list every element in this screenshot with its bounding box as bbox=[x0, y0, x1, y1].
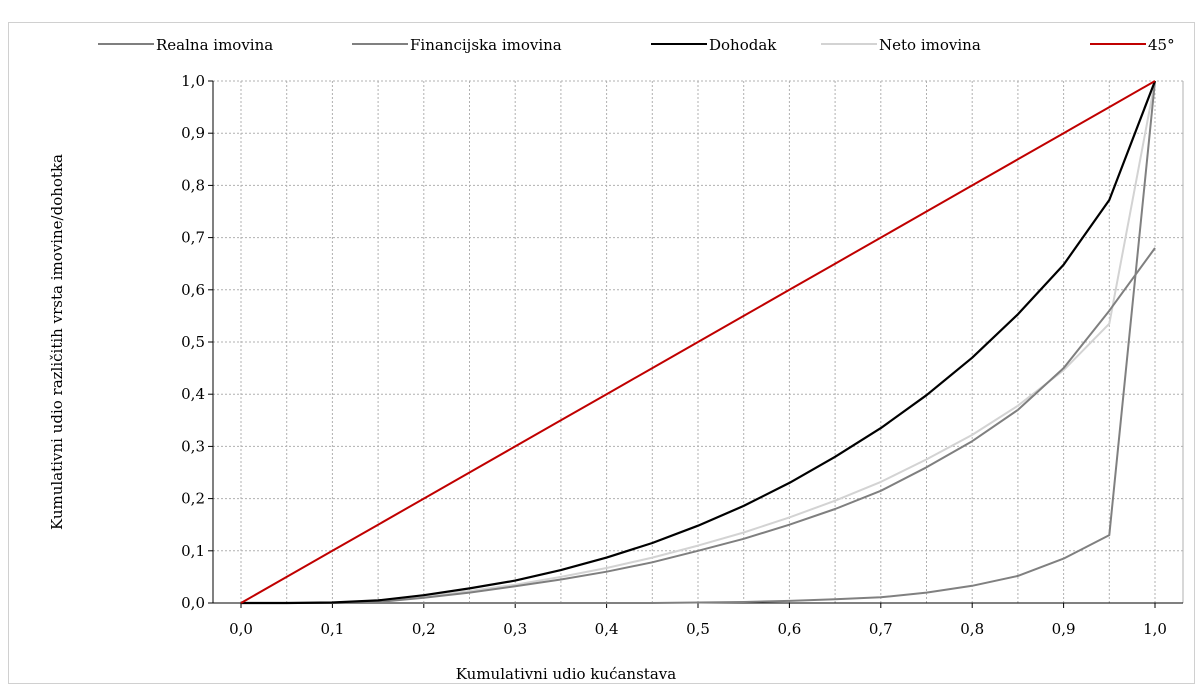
x-tick-label: 0,4 bbox=[595, 620, 619, 638]
y-tick-label: 0,5 bbox=[181, 333, 205, 351]
series-line-dohodak bbox=[241, 80, 1157, 605]
x-tick-label: 0,3 bbox=[503, 620, 527, 638]
legend: Realna imovina Financijska imovina Dohodak… bbox=[98, 36, 1175, 54]
y-tick-label: 0,2 bbox=[181, 490, 205, 508]
x-tick-label: 1,0 bbox=[1143, 620, 1167, 638]
y-axis-title: Kumulativni udio različitih vrsta imovin… bbox=[48, 154, 66, 530]
legend-label-45: 45° bbox=[1148, 36, 1175, 54]
y-tick-labels: 0,0 0,1 0,2 0,3 0,4 0,5 0,6 0,7 0,8 0,9 1,0 bbox=[181, 72, 205, 612]
series-lines bbox=[240, 80, 1157, 605]
y-tick-label: 0,3 bbox=[181, 437, 205, 455]
y-tick-label: 0,4 bbox=[181, 385, 205, 403]
x-tick-label: 0,6 bbox=[777, 620, 801, 638]
x-tick-labels: 0,0 0,1 0,2 0,3 0,4 0,5 0,6 0,7 0,8 0,9 1,0 bbox=[229, 620, 1167, 638]
x-tick-label: 0,9 bbox=[1052, 620, 1076, 638]
y-tick-label: 0,7 bbox=[181, 229, 205, 247]
y-tick-label: 0,1 bbox=[181, 542, 205, 560]
y-tick-label: 0,0 bbox=[181, 594, 205, 612]
series-line-realna-imovina bbox=[241, 247, 1156, 604]
y-tick-label: 0,8 bbox=[181, 176, 205, 194]
x-tick-label: 0,8 bbox=[960, 620, 984, 638]
legend-label-financijska-imovina: Financijska imovina bbox=[410, 36, 562, 54]
x-tick-label: 0,2 bbox=[412, 620, 436, 638]
x-axis-title: Kumulativni udio kućanstava bbox=[456, 665, 676, 683]
x-tick-label: 0,7 bbox=[869, 620, 893, 638]
series-line-45 bbox=[240, 80, 1156, 604]
legend-label-realna-imovina: Realna imovina bbox=[156, 36, 273, 54]
x-tick-label: 0,0 bbox=[229, 620, 253, 638]
legend-label-neto-imovina: Neto imovina bbox=[879, 36, 981, 54]
y-tick-label: 1,0 bbox=[181, 72, 205, 90]
y-tick-label: 0,6 bbox=[181, 281, 205, 299]
series-line-financijska-imovina bbox=[241, 80, 1156, 604]
y-tick-label: 0,9 bbox=[181, 124, 205, 142]
legend-label-dohodak: Dohodak bbox=[709, 36, 777, 54]
x-tick-label: 0,5 bbox=[686, 620, 710, 638]
chart-frame bbox=[8, 22, 1195, 684]
x-tick-label: 0,1 bbox=[320, 620, 344, 638]
